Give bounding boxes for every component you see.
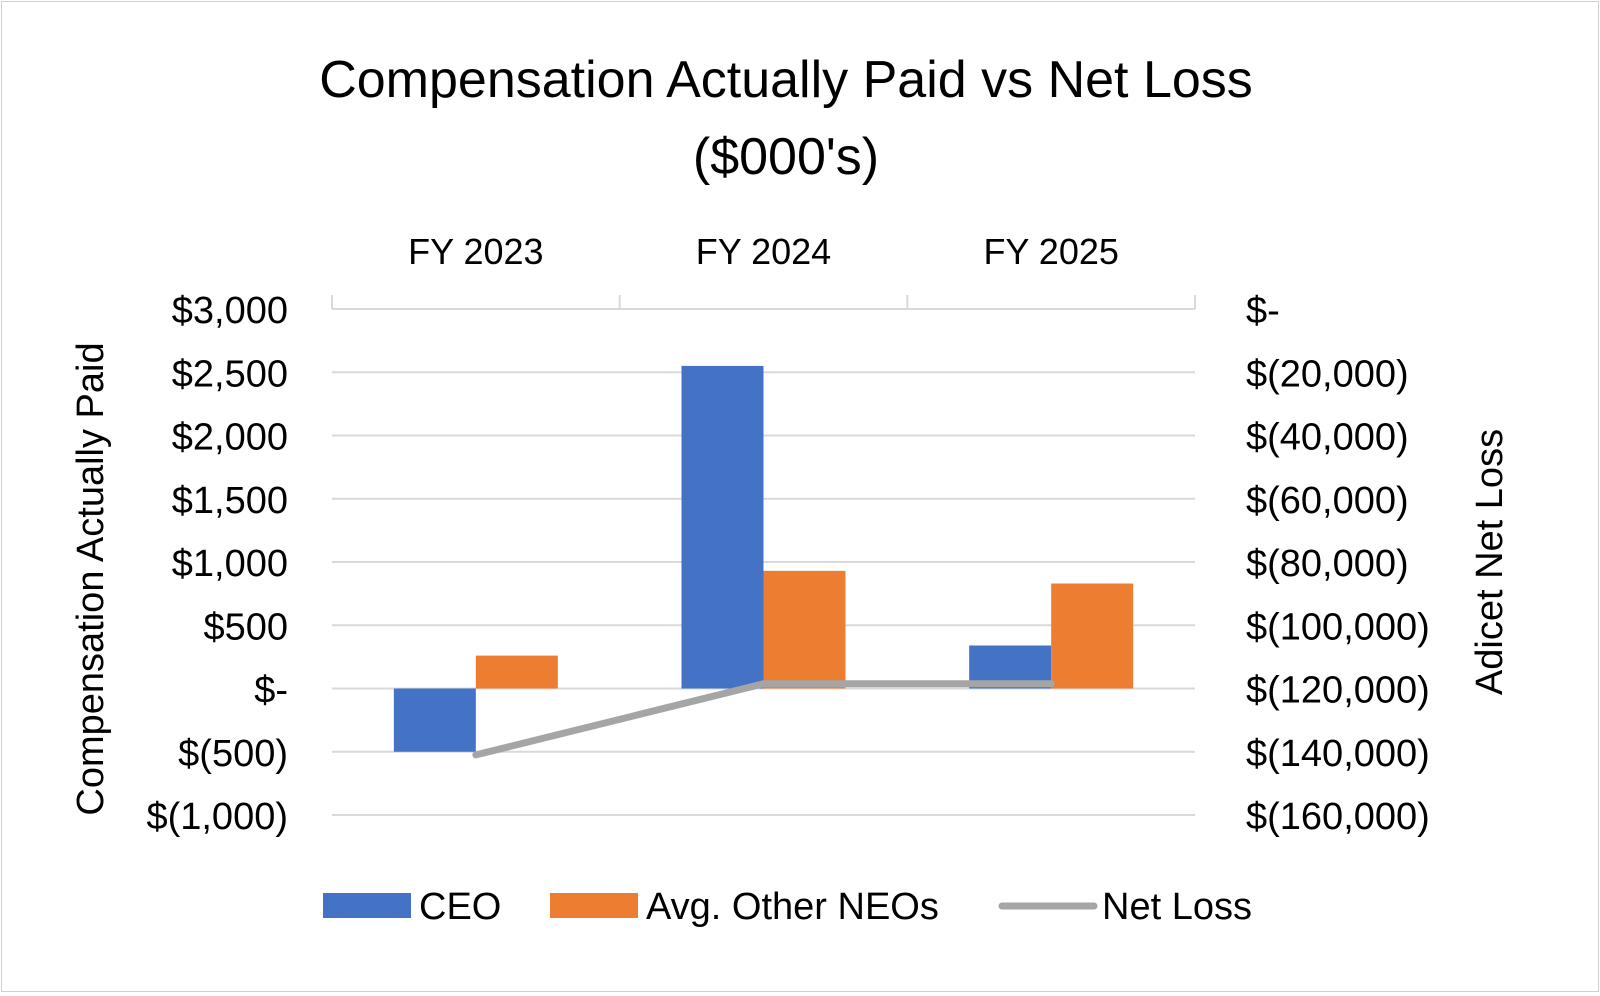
y2-tick-label-8: $(160,000): [1246, 796, 1430, 838]
legend-label-ceo: CEO: [419, 886, 501, 928]
y2-axis-tick-labels: $- $(20,000) $(40,000) $(60,000) $(80,000) $(…: [1246, 290, 1430, 838]
y-tick-label-0: $3,000: [172, 290, 288, 332]
y2-tick-label-3: $(60,000): [1246, 480, 1409, 522]
chart-title-line1: Compensation Actually Paid vs Net Loss: [319, 51, 1253, 109]
legend-swatch-avg-other-neos: [550, 893, 638, 918]
y-tick-label-1: $2,500: [172, 353, 288, 395]
y-axis-title: Compensation Actually Paid: [70, 342, 112, 815]
legend-label-net-loss: Net Loss: [1102, 886, 1252, 928]
bar-ceo-fy-2023: [393, 688, 476, 752]
net-loss-line-group: [472, 680, 1055, 759]
bar-avg-other-neos-fy-2024: [763, 570, 846, 689]
legend: CEO Avg. Other NEOs Net Loss: [323, 886, 1252, 928]
chart-title-line2: ($000's): [693, 128, 879, 186]
y-tick-label-4: $1,000: [172, 543, 288, 585]
y-tick-label-3: $1,500: [172, 480, 288, 522]
y-tick-label-7: $(500): [178, 733, 288, 775]
bar-ceo-fy-2024: [681, 365, 764, 689]
category-labels: FY 2023 FY 2024 FY 2025: [408, 231, 1119, 272]
y2-tick-label-6: $(120,000): [1246, 670, 1430, 712]
category-label-fy-2025: FY 2025: [983, 231, 1118, 272]
legend-label-avg-other-neos: Avg. Other NEOs: [646, 886, 939, 928]
y2-tick-label-4: $(80,000): [1246, 543, 1409, 585]
bar-avg-other-neos-fy-2025: [1051, 583, 1134, 689]
category-label-fy-2023: FY 2023: [408, 231, 543, 272]
x-axis: [331, 295, 1196, 310]
legend-swatch-ceo: [323, 893, 411, 918]
category-label-fy-2024: FY 2024: [696, 231, 831, 272]
net-loss-line: [472, 680, 1055, 759]
y2-tick-label-1: $(20,000): [1246, 353, 1409, 395]
bars: [393, 365, 1134, 752]
bar-avg-other-neos-fy-2023: [475, 655, 558, 689]
y2-tick-label-0: $-: [1246, 290, 1280, 332]
y-tick-label-8: $(1,000): [146, 796, 288, 838]
y2-tick-label-7: $(140,000): [1246, 733, 1430, 775]
y2-tick-label-2: $(40,000): [1246, 417, 1409, 459]
y2-tick-label-5: $(100,000): [1246, 606, 1430, 648]
y-tick-label-5: $500: [203, 606, 288, 648]
y-tick-label-6: $-: [254, 670, 288, 712]
y-axis-tick-labels: $3,000 $2,500 $2,000 $1,500 $1,000 $500 $- $(50…: [146, 290, 288, 838]
y2-axis-title: Adicet Net Loss: [1469, 429, 1511, 695]
y-tick-label-2: $2,000: [172, 417, 288, 459]
